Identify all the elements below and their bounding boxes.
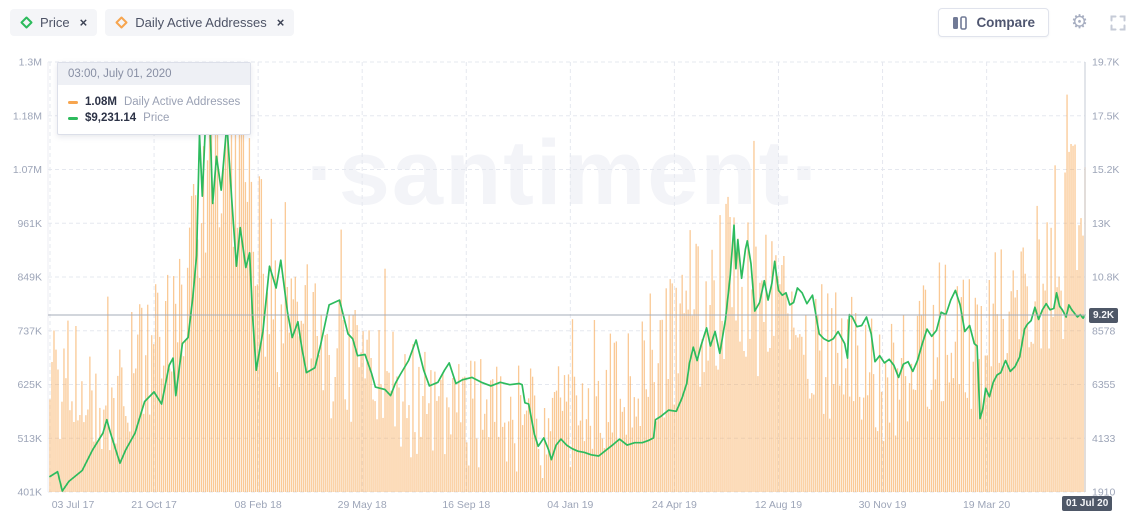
svg-text:19.7K: 19.7K [1092, 57, 1119, 69]
chip-daa-label: Daily Active Addresses [135, 15, 267, 30]
current-date-badge: 01 Jul 20 [1062, 496, 1113, 511]
chip-price-close-icon[interactable]: × [79, 15, 88, 30]
svg-text:961K: 961K [17, 218, 42, 230]
svg-text:13K: 13K [1092, 218, 1111, 230]
svg-text:10.8K: 10.8K [1092, 272, 1119, 284]
svg-text:1910: 1910 [1092, 487, 1116, 499]
chip-price-label: Price [40, 15, 70, 30]
svg-text:1.07M: 1.07M [13, 164, 42, 176]
daa-bars-series [49, 62, 1086, 493]
daa-legend-dash-icon [68, 100, 78, 104]
svg-text:4133: 4133 [1092, 433, 1116, 445]
daa-diamond-icon [115, 16, 128, 29]
svg-text:15.2K: 15.2K [1092, 164, 1119, 176]
price-line-series [49, 65, 1086, 492]
svg-text:1.3M: 1.3M [19, 57, 42, 69]
settings-gear-icon[interactable]: ⚙ [1070, 11, 1088, 33]
compare-icon [953, 15, 968, 30]
svg-text:625K: 625K [17, 379, 42, 391]
svg-text:30 Nov 19: 30 Nov 19 [859, 499, 907, 511]
compare-button[interactable]: Compare [938, 8, 1049, 37]
chip-daa-close-icon[interactable]: × [276, 15, 285, 30]
svg-text:24 Apr 19: 24 Apr 19 [652, 499, 697, 511]
svg-text:19 Mar 20: 19 Mar 20 [963, 499, 1010, 511]
svg-text:12 Aug 19: 12 Aug 19 [755, 499, 802, 511]
tooltip-daa-label: Daily Active Addresses [123, 96, 241, 108]
svg-text:29 May 18: 29 May 18 [338, 499, 387, 511]
tooltip-price-value: $9,231.14 [85, 112, 137, 124]
svg-text:21 Oct 17: 21 Oct 17 [131, 499, 177, 511]
price-legend-dash-icon [68, 116, 78, 120]
current-price-badge: 9.2K [1089, 308, 1119, 323]
svg-text:401K: 401K [17, 487, 42, 499]
santiment-watermark: ·santiment· [306, 122, 824, 224]
fullscreen-icon[interactable] [1110, 15, 1126, 31]
tooltip-row-daa: 1.08M Daily Active Addresses [68, 96, 240, 108]
price-diamond-icon [20, 16, 33, 29]
svg-text:849K: 849K [17, 272, 42, 284]
svg-text:8578: 8578 [1092, 325, 1116, 337]
tooltip-datetime: 03:00, July 01, 2020 [58, 63, 250, 85]
tooltip-price-label: Price [143, 112, 170, 124]
tooltip-row-price: $9,231.14 Price [68, 112, 240, 124]
tooltip-daa-value: 1.08M [85, 96, 117, 108]
svg-text:16 Sep 18: 16 Sep 18 [442, 499, 490, 511]
svg-text:513K: 513K [17, 433, 42, 445]
svg-text:6355: 6355 [1092, 379, 1116, 391]
svg-text:04 Jan 19: 04 Jan 19 [547, 499, 593, 511]
axis-labels: 1.3M 1.18M 1.07M 961K 849K 737K 625K 513K 401K 19… [13, 57, 1120, 512]
svg-text:1.18M: 1.18M [13, 110, 42, 122]
svg-text:03 Jul 17: 03 Jul 17 [52, 499, 95, 511]
metric-chips: Price × Daily Active Addresses × [10, 9, 295, 36]
chip-daily-active-addresses[interactable]: Daily Active Addresses × [105, 9, 295, 36]
chart-controls: Compare ⚙ [938, 8, 1126, 37]
chart-tooltip: 03:00, July 01, 2020 1.08M Daily Active … [57, 62, 251, 135]
chip-price[interactable]: Price × [10, 9, 98, 36]
svg-text:17.5K: 17.5K [1092, 110, 1119, 122]
tooltip-body: 1.08M Daily Active Addresses $9,231.14 P… [58, 85, 250, 134]
svg-text:737K: 737K [17, 325, 42, 337]
compare-label: Compare [976, 15, 1035, 30]
svg-text:08 Feb 18: 08 Feb 18 [234, 499, 281, 511]
